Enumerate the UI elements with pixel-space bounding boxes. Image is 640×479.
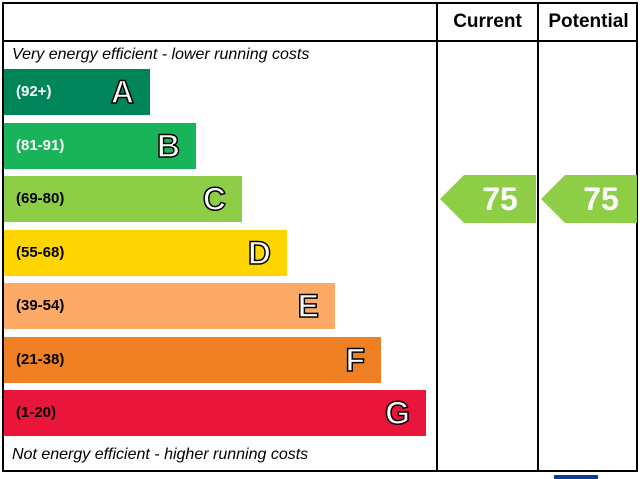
- arrow-shape: [541, 175, 637, 223]
- band-range-label: (81-91): [16, 137, 65, 154]
- current-rating-value: 75: [482, 181, 518, 217]
- band-letter: B: [156, 127, 181, 165]
- footer-divider: [2, 470, 638, 472]
- rating-band-a: (92+) A: [4, 69, 150, 115]
- band-range-label: (55-68): [16, 244, 65, 261]
- band-letter: F: [345, 341, 366, 379]
- top-efficiency-note: Very energy efficient - lower running co…: [12, 46, 310, 63]
- band-letter: A: [110, 73, 135, 111]
- rating-band-g: (1-20) G: [4, 390, 426, 436]
- rating-band-f: (21-38) F: [4, 337, 381, 383]
- potential-rating-value: 75: [583, 181, 619, 217]
- potential-column-header: Potential: [548, 11, 629, 32]
- current-column-divider: [436, 2, 438, 472]
- current-rating-arrow: 75: [440, 175, 536, 223]
- band-range-label: (39-54): [16, 297, 65, 314]
- rating-band-d: (55-68) D: [4, 230, 287, 276]
- band-letter: E: [297, 287, 320, 325]
- band-range-label: (69-80): [16, 190, 65, 207]
- header-divider: [2, 40, 638, 42]
- rating-band-b: (81-91) B: [4, 123, 196, 169]
- arrow-shape: [440, 175, 536, 223]
- band-letter: C: [202, 180, 227, 218]
- band-letter: G: [384, 394, 410, 432]
- rating-band-e: (39-54) E: [4, 283, 335, 329]
- band-range-label: (1-20): [16, 404, 57, 421]
- band-range-label: (92+): [16, 83, 52, 100]
- current-column-header: Current: [453, 11, 522, 32]
- bottom-efficiency-note: Not energy efficient - higher running co…: [12, 446, 309, 463]
- potential-column-divider: [537, 2, 539, 472]
- footer-strip: [554, 475, 598, 479]
- band-letter: D: [247, 234, 272, 272]
- potential-rating-arrow: 75: [541, 175, 637, 223]
- rating-band-c: (69-80) C: [4, 176, 242, 222]
- band-range-label: (21-38): [16, 351, 65, 368]
